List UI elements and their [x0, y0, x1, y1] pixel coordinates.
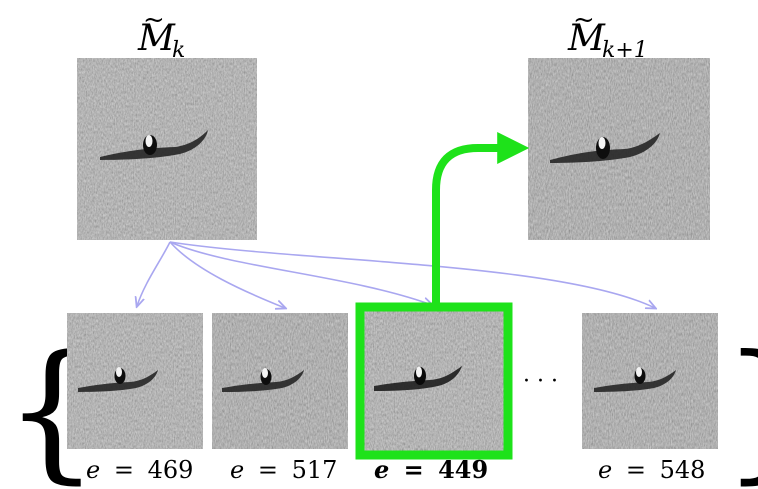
svg-text:e = 517: e = 517 — [230, 456, 337, 484]
candidate-arrow-1 — [137, 241, 171, 306]
set-close-brace: } — [722, 324, 758, 489]
ellipsis: · · · — [523, 369, 558, 394]
current-model-image — [77, 58, 257, 240]
next-model-symbol: M — [567, 18, 606, 59]
current-model-label: M ~ k — [137, 5, 185, 63]
candidate-label-1-var: e — [86, 456, 100, 484]
candidate-arrows — [137, 241, 655, 308]
candidate-image-2 — [212, 313, 348, 449]
svg-text:e = 548: e = 548 — [598, 456, 705, 484]
candidate-label-1: e = 469 — [86, 456, 193, 484]
candidate-label-2-value: 517 — [292, 456, 338, 484]
svg-text:e = 469: e = 469 — [86, 456, 193, 484]
candidate-label-2-eq: = — [258, 456, 278, 484]
candidate-label-2-var: e — [230, 456, 244, 484]
candidate-label-3-var: e — [374, 455, 389, 484]
next-model-label: M ~ k+1 — [567, 5, 648, 63]
current-model-subscript: k — [172, 38, 185, 63]
candidate-label-1-value: 469 — [148, 456, 194, 484]
candidate-label-3-eq: = — [404, 455, 424, 484]
tilde-mark: ~ — [143, 5, 165, 35]
selected-candidate-frame — [355, 302, 513, 460]
candidate-image-4 — [582, 313, 718, 449]
candidate-label-4-var: e — [598, 456, 612, 484]
candidate-image-3 — [355, 302, 513, 460]
svg-text:e = 449: e = 449 — [374, 455, 488, 484]
candidate-label-1-eq: = — [114, 456, 134, 484]
selection-arrow — [432, 132, 530, 305]
candidate-arrow-4 — [169, 241, 655, 308]
candidate-label-3-value: 449 — [438, 455, 488, 484]
candidate-label-4-value: 548 — [660, 456, 706, 484]
next-model-image — [528, 58, 710, 240]
candidate-label-4-eq: = — [626, 456, 646, 484]
candidate-label-4: e = 548 — [598, 456, 705, 484]
tilde-mark: ~ — [573, 5, 595, 35]
candidate-label-2: e = 517 — [230, 456, 337, 484]
candidate-arrow-3 — [169, 241, 432, 305]
current-model-symbol: M — [137, 18, 176, 59]
candidate-label-3: e = 449 — [374, 455, 488, 484]
candidate-image-1 — [67, 313, 203, 449]
candidate-arrow-2 — [169, 241, 285, 308]
